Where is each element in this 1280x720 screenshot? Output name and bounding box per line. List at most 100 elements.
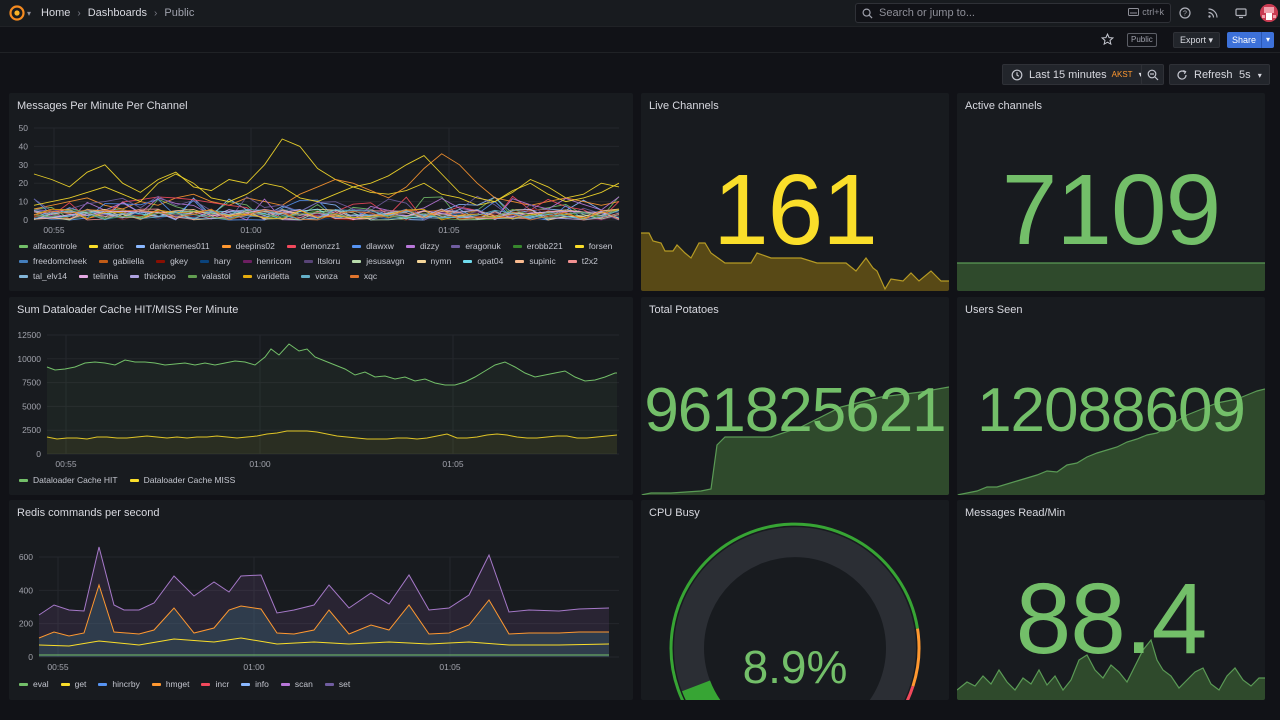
grafana-logo-icon[interactable] <box>9 5 25 21</box>
legend-item[interactable]: info <box>241 679 269 689</box>
legend-item[interactable]: telinha <box>79 271 118 281</box>
legend-item[interactable]: tal_elv14 <box>19 271 67 281</box>
legend-label: hincrby <box>112 679 140 689</box>
star-icon[interactable] <box>1101 33 1114 46</box>
breadcrumb-home[interactable]: Home <box>41 7 71 19</box>
chevron-right-icon: › <box>77 7 81 19</box>
rss-icon[interactable] <box>1204 4 1222 22</box>
legend-swatch <box>151 682 161 686</box>
refresh-interval-select[interactable]: 5s ▾ <box>1239 69 1262 81</box>
legend-item[interactable]: hincrby <box>98 679 140 689</box>
legend-swatch <box>416 259 426 263</box>
zoom-out-button[interactable] <box>1141 64 1164 85</box>
legend-swatch <box>98 259 108 263</box>
messages-read-value: 88.4 <box>1015 563 1208 675</box>
legend-item[interactable]: demonzz1 <box>286 241 341 251</box>
legend-swatch <box>574 244 584 248</box>
y-tick-label: 5000 <box>22 401 41 411</box>
chevron-down-icon: ▾ <box>1257 70 1262 80</box>
y-tick-label: 0 <box>23 215 28 225</box>
legend-swatch <box>79 274 89 278</box>
search-input[interactable]: Search or jump to... ctrl+k <box>855 3 1171 23</box>
legend-swatch <box>156 259 166 263</box>
legend-item[interactable]: dlawxw <box>352 241 394 251</box>
export-button[interactable]: Export ▾ <box>1173 32 1221 48</box>
legend-swatch <box>187 274 197 278</box>
panel-users-seen: Users Seen 12088609 <box>957 297 1265 495</box>
active-channels-value: 7109 <box>1001 154 1221 266</box>
legend-item[interactable]: atrioc <box>88 241 124 251</box>
legend-item[interactable]: erobb221 <box>512 241 563 251</box>
chevron-down-icon[interactable]: ▾ <box>27 8 32 18</box>
breadcrumb-current: Public <box>164 7 195 19</box>
legend-item[interactable]: Dataloader Cache MISS <box>129 475 236 485</box>
chevron-right-icon: › <box>154 7 158 19</box>
legend-label: Dataloader Cache MISS <box>143 475 236 485</box>
legend-label: forsen <box>588 241 613 251</box>
public-badge: Public <box>1127 33 1157 47</box>
legend-item[interactable]: scan <box>280 679 313 689</box>
legend-item[interactable]: thickpoo <box>130 271 176 281</box>
series-line <box>33 155 620 206</box>
legend-item[interactable]: gabiiella <box>98 256 144 266</box>
legend-item[interactable]: eragonuk <box>451 241 501 251</box>
legend-item[interactable]: nymn <box>416 256 451 266</box>
legend-item[interactable]: supinic <box>515 256 556 266</box>
legend-label: gkey <box>170 256 189 266</box>
legend-swatch <box>88 244 98 248</box>
legend-item[interactable]: opat04 <box>463 256 503 266</box>
legend-item[interactable]: henricom <box>242 256 292 266</box>
legend-item[interactable]: eval <box>19 679 49 689</box>
legend-label: info <box>255 679 269 689</box>
legend-item[interactable]: varidetta <box>242 271 289 281</box>
legend-item[interactable]: vonza <box>301 271 338 281</box>
legend-swatch <box>301 274 311 278</box>
legend-label: demonzz1 <box>300 241 341 251</box>
y-tick-label: 400 <box>19 585 33 595</box>
legend-item[interactable]: ltsloru <box>303 256 341 266</box>
breadcrumb-dashboards[interactable]: Dashboards <box>87 7 148 19</box>
legend-swatch <box>242 274 252 278</box>
panel-messages-per-minute: Messages Per Minute Per Channel 50 40 30 20… <box>9 93 633 291</box>
legend-swatch <box>463 259 473 263</box>
legend-swatch <box>242 259 252 263</box>
monitor-icon[interactable] <box>1232 4 1250 22</box>
legend-item[interactable]: Dataloader Cache HIT <box>19 475 118 485</box>
legend-item[interactable]: deepins02 <box>221 241 275 251</box>
legend-item[interactable]: incr <box>201 679 229 689</box>
legend-item[interactable]: t2x2 <box>567 256 598 266</box>
series-line <box>33 208 620 221</box>
legend-swatch <box>280 682 290 686</box>
legend-label: alfacontrole <box>33 241 77 251</box>
avatar[interactable] <box>1260 4 1278 22</box>
legend-item[interactable]: freedomcheek <box>19 256 87 266</box>
legend-item[interactable]: dizzy <box>405 241 439 251</box>
legend-label: ltsloru <box>317 256 341 266</box>
y-tick-label: 7500 <box>22 378 41 388</box>
legend-swatch <box>303 259 313 263</box>
help-icon[interactable]: ? <box>1176 4 1194 22</box>
legend-item[interactable]: gkey <box>156 256 188 266</box>
legend-swatch <box>451 244 461 248</box>
legend-item[interactable]: hmget <box>151 679 189 689</box>
chart-legend: eval get hincrby hmget incr info scan set <box>19 679 629 689</box>
legend-item[interactable]: forsen <box>574 241 613 251</box>
legend-label: set <box>338 679 351 689</box>
legend-item[interactable]: hary <box>200 256 231 266</box>
share-options-button[interactable]: ▾ <box>1261 32 1274 48</box>
legend-item[interactable]: get <box>60 679 86 689</box>
refresh-button[interactable]: Refresh 5s ▾ <box>1169 64 1270 85</box>
series-line <box>33 138 620 206</box>
legend-item[interactable]: alfacontrole <box>19 241 77 251</box>
search-icon <box>862 8 873 19</box>
y-tick-label: 50 <box>19 123 29 133</box>
legend-item[interactable]: dankmemes011 <box>135 241 210 251</box>
legend-item[interactable]: set <box>324 679 351 689</box>
legend-item[interactable]: jesusavgn <box>352 256 405 266</box>
share-button[interactable]: Share <box>1227 32 1262 48</box>
search-placeholder: Search or jump to... <box>879 7 975 19</box>
legend-item[interactable]: valastol <box>187 271 231 281</box>
legend-label: freedomcheek <box>33 256 87 266</box>
legend-item[interactable]: xqc <box>349 271 377 281</box>
time-range-picker[interactable]: Last 15 minutes AKST ▾ <box>1002 64 1152 85</box>
